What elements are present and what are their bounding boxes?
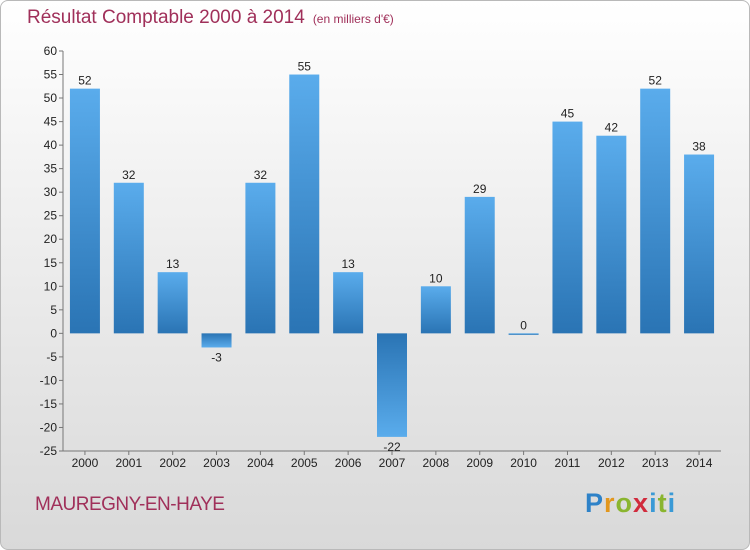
x-tick-label: 2002: [159, 456, 186, 470]
y-tick-label: 30: [44, 185, 58, 199]
y-tick-label: 45: [44, 115, 58, 129]
bar: [289, 74, 320, 334]
bar: [640, 88, 671, 334]
y-tick-label: -10: [40, 373, 58, 387]
bar: [596, 135, 627, 334]
data-label: -22: [383, 440, 401, 454]
data-label: 42: [605, 121, 619, 135]
x-tick-label: 2010: [510, 456, 537, 470]
y-tick-label: 20: [44, 232, 58, 246]
bar: [245, 182, 276, 334]
chart-title: Résultat Comptable 2000 à 2014 (en millie…: [27, 7, 394, 29]
chart-unit: (en milliers d'€): [312, 12, 394, 26]
data-label: 55: [298, 60, 312, 74]
x-tick-label: 2004: [247, 456, 274, 470]
bar: [157, 272, 188, 334]
y-tick-label: 35: [44, 162, 58, 176]
data-label: 52: [649, 74, 663, 88]
data-label: -3: [211, 350, 222, 364]
bar: [552, 121, 583, 334]
y-tick-label: 5: [50, 303, 57, 317]
bar: [684, 154, 715, 334]
bar: [113, 182, 144, 334]
y-tick-label: 10: [44, 279, 58, 293]
x-tick-label: 2003: [203, 456, 230, 470]
data-label: 29: [473, 182, 487, 196]
data-label: 45: [561, 107, 575, 121]
data-label: 13: [341, 257, 355, 271]
x-tick-label: 2009: [466, 456, 493, 470]
bar: [464, 196, 495, 334]
x-tick-label: 2014: [686, 456, 713, 470]
proxiti-logo: Proxiti: [585, 488, 677, 518]
y-tick-label: 55: [44, 68, 58, 82]
data-label: 52: [78, 74, 92, 88]
bar: [201, 333, 232, 348]
x-tick-label: 2007: [379, 456, 406, 470]
bar: [508, 333, 539, 335]
x-tick-label: 2011: [555, 456, 581, 470]
x-tick-label: 2001: [115, 456, 142, 470]
data-label: 32: [122, 168, 136, 182]
x-tick-label: 2000: [72, 456, 99, 470]
y-tick-label: -20: [40, 420, 58, 434]
data-label: 32: [254, 168, 268, 182]
bar: [333, 272, 364, 334]
x-tick-label: 2012: [598, 456, 625, 470]
y-tick-label: 40: [44, 138, 58, 152]
x-tick-label: 2006: [335, 456, 362, 470]
y-tick-label: 60: [44, 44, 58, 58]
data-label: 13: [166, 257, 180, 271]
x-tick-label: 2005: [291, 456, 318, 470]
data-label: 10: [429, 271, 443, 285]
y-tick-label: 0: [50, 326, 57, 340]
y-tick-label: 15: [44, 256, 58, 270]
y-tick-label: 50: [44, 91, 58, 105]
y-tick-label: 25: [44, 209, 58, 223]
y-tick-label: -5: [46, 350, 57, 364]
x-tick-label: 2013: [642, 456, 669, 470]
y-tick-label: -25: [40, 444, 58, 458]
chart-title-text: Résultat Comptable 2000 à 2014: [27, 7, 305, 28]
bar: [377, 333, 407, 437]
y-tick-label: -15: [40, 397, 58, 411]
data-label: 0: [520, 318, 527, 332]
data-label: 38: [692, 140, 706, 154]
bar: [69, 88, 100, 334]
bar: [420, 286, 451, 334]
commune-name: MAUREGNY-EN-HAYE: [35, 494, 225, 515]
x-tick-label: 2008: [423, 456, 450, 470]
